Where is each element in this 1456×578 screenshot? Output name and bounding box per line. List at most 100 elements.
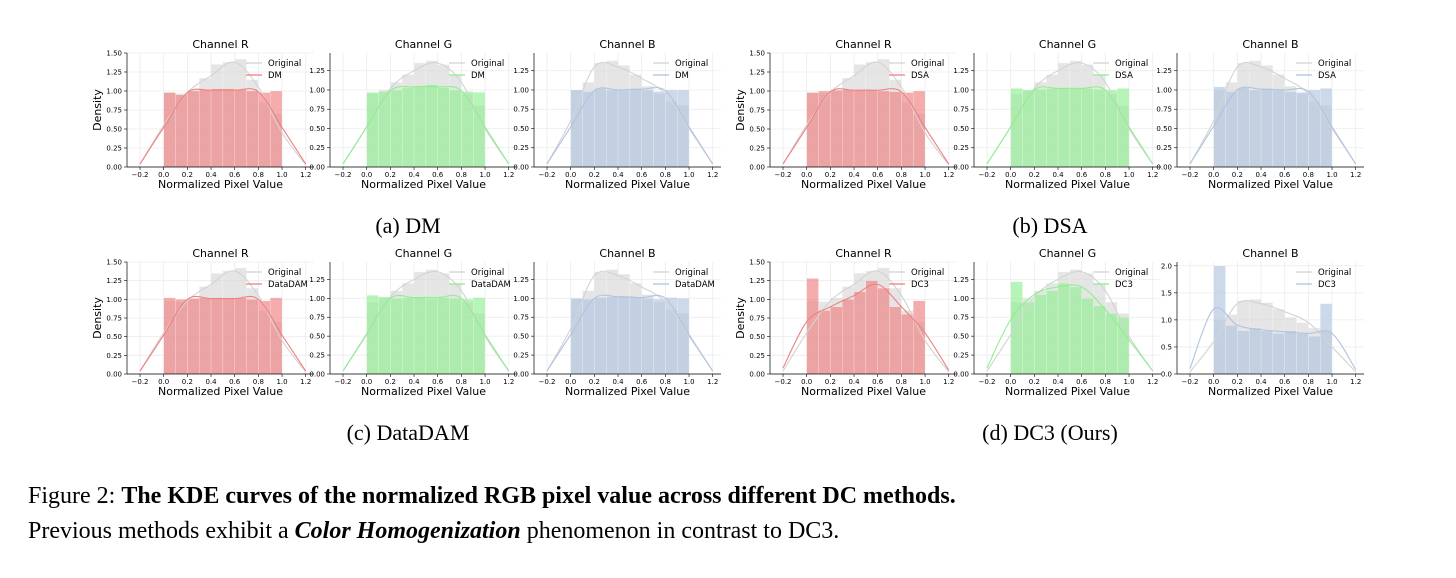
- y-tick-label: 0.25: [953, 144, 969, 152]
- kde-curve: [782, 283, 950, 371]
- histogram-bar: [1010, 281, 1023, 375]
- legend-label: Original: [1318, 268, 1351, 278]
- y-tick-label: 0.25: [309, 144, 325, 152]
- y-tick-label: 0.00: [1156, 164, 1172, 172]
- subplot: 0.00 0.25 0.50 0.75 1.00 1.25 −0.2 0.0 0.2 0.4 0.6…: [953, 38, 1161, 191]
- x-axis-label: Normalized Pixel Value: [801, 178, 926, 191]
- histogram-bar: [413, 296, 427, 375]
- histogram-bar: [582, 298, 595, 375]
- x-tick-label: 1.2: [1147, 378, 1158, 386]
- subplot: 0.00 0.25 0.50 0.75 1.00 1.25 −0.2 0.0 0.2 0.4 0.6…: [1156, 38, 1364, 191]
- histogram-bar: [853, 291, 867, 375]
- x-tick-label: 1.2: [300, 378, 311, 386]
- kde-curve: [782, 88, 950, 165]
- legend-label: Original: [471, 268, 504, 278]
- y-tick-label: 0.25: [953, 352, 969, 360]
- histogram-bar: [163, 297, 176, 375]
- legend-label: Original: [911, 59, 944, 69]
- histogram-bar: [1248, 327, 1262, 375]
- histogram-bar: [1237, 87, 1250, 168]
- x-tick-label: 0.8: [660, 171, 671, 179]
- subplot: 0.00 0.25 0.50 0.75 1.00 1.25 1.50 −0.2 0.0 0.2 0.…: [91, 38, 314, 191]
- subplot-title: Channel R: [835, 247, 892, 260]
- x-tick-label: −0.2: [132, 171, 149, 179]
- x-tick-label: 0.2: [825, 171, 836, 179]
- y-tick-label: 1.00: [309, 86, 325, 94]
- y-tick-label: 0.00: [106, 371, 122, 379]
- kde-curve: [139, 88, 307, 165]
- histogram-bar: [175, 299, 188, 375]
- histogram-bar: [629, 88, 642, 168]
- subplot-title: Channel R: [192, 247, 249, 260]
- y-tick-label: 0.50: [106, 126, 122, 134]
- y-tick-label: 0.75: [106, 315, 122, 323]
- histogram-bar: [901, 314, 914, 375]
- x-axis-label: Normalized Pixel Value: [1005, 385, 1130, 398]
- x-tick-label: 0.2: [1232, 378, 1243, 386]
- y-tick-label: 1.25: [106, 69, 122, 77]
- figure-caption: Figure 2: The KDE curves of the normaliz…: [28, 483, 956, 509]
- x-tick-label: −0.2: [1182, 171, 1199, 179]
- histogram-bar: [246, 299, 259, 375]
- histogram-bar: [1045, 290, 1059, 375]
- histogram-bar: [366, 295, 379, 375]
- x-tick-label: 0.0: [158, 171, 169, 179]
- y-tick-label: 0.00: [309, 371, 325, 379]
- x-tick-label: 0.6: [636, 171, 648, 179]
- histogram-bar: [234, 297, 247, 375]
- y-tick-label: 0.5: [1161, 343, 1172, 351]
- histogram-bar: [1296, 92, 1309, 168]
- subcaption: (c) DataDAM: [347, 420, 470, 445]
- y-tick-label: 0.25: [749, 352, 765, 360]
- histogram-bar: [853, 89, 867, 168]
- kde-curve: [986, 270, 1154, 372]
- x-tick-label: −0.2: [335, 378, 352, 386]
- subplot-title: Channel G: [395, 247, 452, 260]
- histogram-bar: [1237, 330, 1250, 375]
- y-tick-label: 0.50: [513, 333, 529, 341]
- histogram-bar: [1081, 88, 1094, 168]
- histogram-bar: [1248, 89, 1262, 168]
- histogram-bar: [1010, 88, 1023, 168]
- x-tick-label: 0.4: [848, 378, 860, 386]
- histogram-bar: [1057, 87, 1071, 168]
- histogram-bar: [1225, 325, 1238, 375]
- subplot: 0.00 0.25 0.50 0.75 1.00 1.25 1.50 −0.2 0.0 0.2 0.…: [734, 247, 957, 398]
- x-axis-label: Normalized Pixel Value: [158, 385, 283, 398]
- subplot: 0.00 0.25 0.50 0.75 1.00 1.25 −0.2 0.0 0.2 0.4 0.6…: [309, 38, 517, 191]
- histogram-bar: [413, 85, 427, 168]
- subplot-title: Channel B: [1242, 247, 1298, 260]
- x-tick-label: 0.4: [612, 171, 624, 179]
- y-tick-label: 0.75: [513, 314, 529, 322]
- histogram-bar: [1320, 303, 1333, 375]
- y-tick-label: 0.00: [953, 371, 969, 379]
- histogram-bar: [187, 298, 200, 375]
- x-tick-label: 1.2: [1147, 171, 1158, 179]
- legend-label: Original: [1115, 268, 1148, 278]
- kde-curve: [1189, 307, 1357, 370]
- histogram-bar: [473, 297, 486, 375]
- kde-curve: [1189, 299, 1357, 373]
- x-axis-label: Normalized Pixel Value: [801, 385, 926, 398]
- legend-label: Original: [268, 268, 301, 278]
- x-tick-label: 0.0: [361, 378, 372, 386]
- subplot: 0.00 0.25 0.50 0.75 1.00 1.25 1.50 −0.2 0.0 0.2 0.…: [91, 247, 314, 398]
- x-tick-label: 0.6: [1076, 378, 1088, 386]
- y-tick-label: 1.50: [106, 259, 122, 267]
- y-tick-label: 1.25: [953, 67, 969, 75]
- x-tick-label: 0.2: [825, 378, 836, 386]
- x-axis-label: Normalized Pixel Value: [1005, 178, 1130, 191]
- x-tick-label: 0.4: [1052, 378, 1064, 386]
- histogram-bar: [841, 299, 855, 375]
- figure-caption: Previous methods exhibit a Color Homogen…: [28, 518, 839, 544]
- y-tick-label: 0.75: [309, 314, 325, 322]
- histogram-bar: [1069, 286, 1082, 375]
- y-tick-label: 1.25: [1156, 67, 1172, 75]
- y-tick-label: 0.75: [1156, 106, 1172, 114]
- y-tick-label: 1.00: [749, 88, 765, 96]
- x-tick-label: 0.2: [1232, 171, 1243, 179]
- legend-label: DataDAM: [268, 280, 308, 290]
- legend-label: DSA: [1115, 71, 1133, 81]
- x-tick-label: −0.2: [539, 171, 556, 179]
- x-tick-label: 0.8: [896, 378, 907, 386]
